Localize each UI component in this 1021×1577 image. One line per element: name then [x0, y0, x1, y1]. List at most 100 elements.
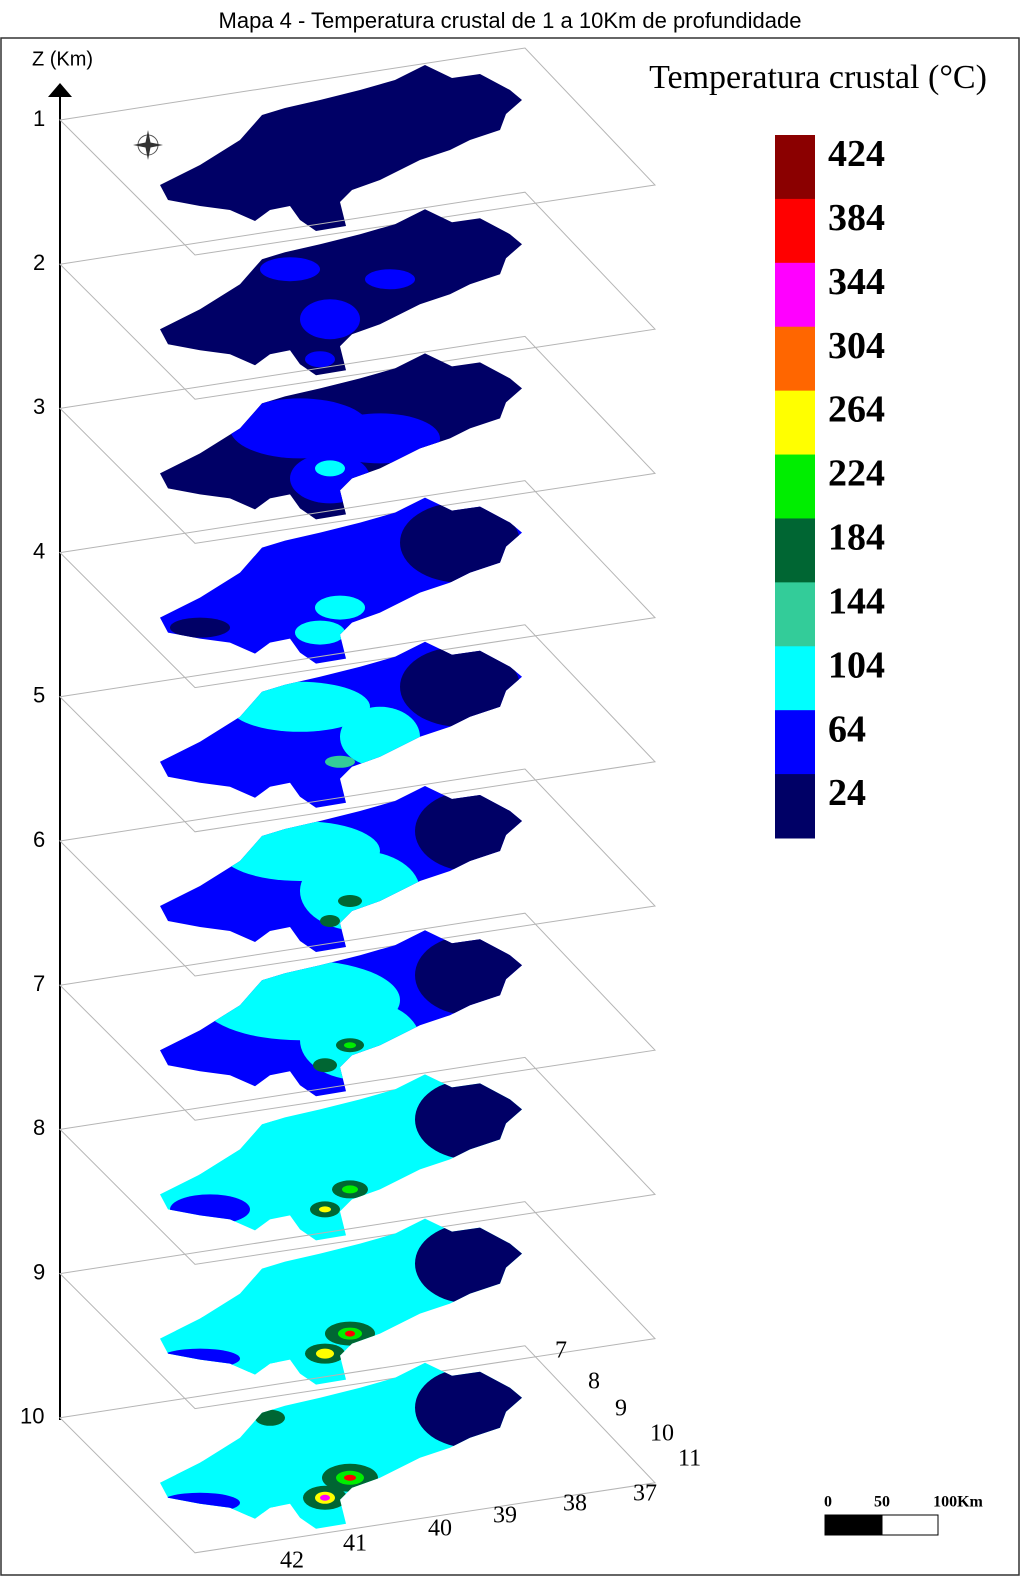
temperature-contour	[415, 1223, 522, 1304]
temperature-contour	[305, 351, 335, 368]
region-contours	[160, 1367, 522, 1518]
temperature-contour	[342, 1185, 358, 1194]
z-tick-label: 6	[33, 827, 45, 852]
temperature-contour	[300, 299, 360, 340]
legend-label: 304	[828, 325, 885, 367]
temperature-contour	[170, 1457, 290, 1518]
latitude-label: 11	[678, 1446, 701, 1472]
temperature-contour	[260, 257, 320, 282]
temperature-contour	[316, 1348, 334, 1359]
longitude-label: 38	[563, 1491, 587, 1517]
legend-label: 344	[828, 261, 885, 303]
temperature-contour	[340, 706, 420, 767]
compass	[133, 130, 163, 160]
temperature-contour	[320, 413, 440, 464]
z-axis-label: Z (Km)	[32, 48, 93, 70]
z-tick-label: 3	[33, 394, 45, 419]
z-tick-label: 2	[33, 250, 45, 275]
layers	[58, 47, 657, 1554]
temperature-contour	[400, 502, 520, 583]
depth-layer	[58, 624, 657, 833]
z-tick-label: 7	[33, 971, 45, 996]
scale-label: 50	[874, 1494, 890, 1511]
depth-layer	[58, 47, 657, 256]
temperature-contour	[160, 1348, 240, 1369]
temperature-contour	[230, 681, 370, 732]
z-axis-arrow	[48, 83, 72, 97]
scale-segment	[824, 1514, 883, 1536]
legend-label: 144	[828, 580, 885, 622]
temperature-contour	[345, 1330, 355, 1337]
legend-label: 64	[828, 708, 866, 750]
temperature-contour	[344, 1474, 356, 1481]
longitude-label: 40	[428, 1516, 452, 1542]
temperature-contour	[255, 1409, 285, 1426]
temperature-contour	[415, 791, 522, 871]
latitude-label: 8	[588, 1369, 600, 1395]
legend-label: 384	[828, 197, 885, 239]
temperature-contour	[400, 646, 520, 727]
legend-label: 104	[828, 644, 885, 686]
temperature-contour	[325, 755, 355, 768]
depth-layer	[58, 768, 657, 977]
layer-plane	[58, 1201, 657, 1410]
legend-swatch	[775, 262, 815, 328]
legend-label: 224	[828, 453, 885, 495]
legend-swatch	[775, 774, 815, 839]
layer-plane	[58, 768, 657, 977]
legend-swatch	[775, 326, 815, 392]
layer-plane	[58, 624, 657, 833]
legend-label: 264	[828, 389, 885, 431]
longitude-label: 39	[493, 1503, 517, 1529]
temperature-contour	[300, 851, 420, 931]
region-contours	[230, 398, 440, 504]
scale-label: 100Km	[933, 1494, 983, 1511]
temperature-contour	[190, 1119, 410, 1200]
temperature-contour	[415, 1367, 522, 1448]
legend-label: 424	[828, 133, 885, 175]
latitude-label: 10	[650, 1421, 674, 1447]
layer-plane	[58, 335, 657, 544]
temperature-contour	[338, 895, 362, 907]
z-tick-label: 1	[33, 106, 45, 131]
legend-swatch	[775, 454, 815, 519]
latitude-label: 7	[555, 1338, 567, 1364]
longitude-label: 37	[633, 1481, 657, 1507]
legend-label: 184	[828, 517, 885, 559]
layer-plane	[58, 47, 657, 256]
temperature-contour	[313, 1058, 337, 1073]
layer-plane	[58, 1056, 657, 1265]
legend-swatch	[775, 135, 815, 200]
depth-layer	[58, 1056, 657, 1265]
temperature-contour	[365, 269, 415, 290]
temperature-contour	[344, 1042, 356, 1049]
depth-layer	[58, 480, 657, 689]
scale-segment	[881, 1514, 939, 1536]
region-contours	[260, 257, 415, 368]
depth-layer	[58, 1345, 657, 1554]
longitude-label: 41	[343, 1531, 367, 1557]
legend-swatch	[775, 646, 815, 711]
region-base	[160, 65, 522, 231]
z-tick-label: 9	[33, 1259, 45, 1284]
longitude-label: 42	[280, 1548, 304, 1574]
layer-plane	[58, 1345, 657, 1554]
legend-swatch	[775, 390, 815, 456]
temperature-contour	[320, 915, 340, 927]
depth-layer	[58, 335, 657, 544]
z-tick-label: 5	[33, 683, 45, 708]
temperature-contour	[415, 935, 522, 1016]
z-tick-label: 10	[20, 1404, 44, 1429]
frame	[0, 37, 1020, 1576]
legend-swatch	[775, 198, 815, 264]
legend-title: Temperatura crustal (°C)	[649, 59, 987, 96]
depth-layer	[58, 912, 657, 1121]
temperature-contour	[315, 595, 365, 620]
temperature-contour	[295, 620, 345, 645]
region-base	[160, 209, 522, 376]
temperature-contour	[319, 1206, 331, 1213]
temperature-contour	[320, 1494, 330, 1501]
depth-layer	[58, 1201, 657, 1410]
legend-swatch	[775, 582, 815, 647]
